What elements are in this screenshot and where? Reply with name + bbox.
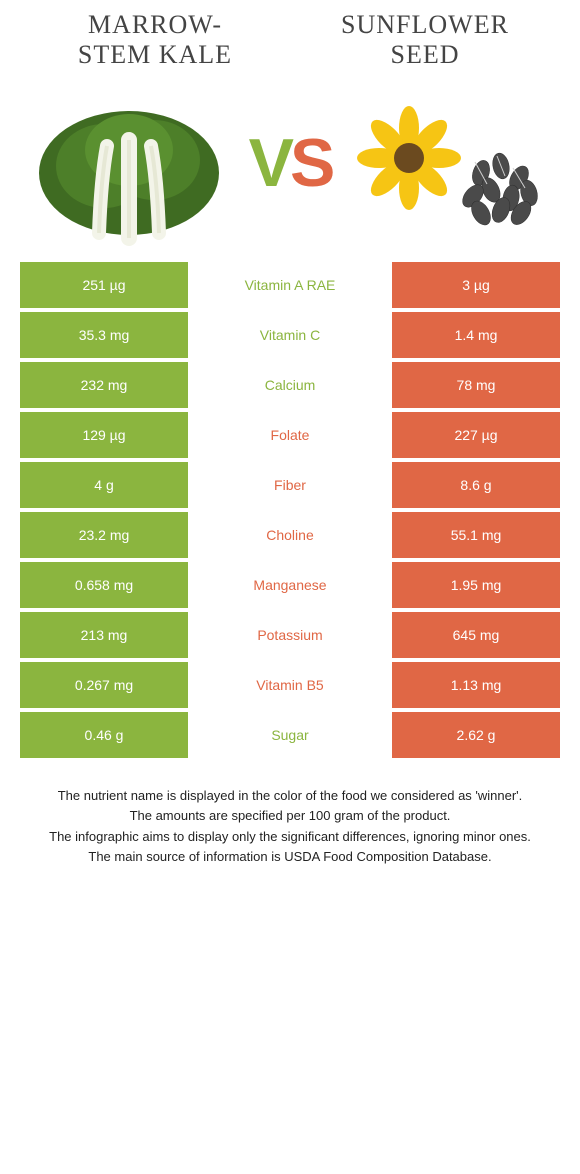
vs-s: S [290,125,331,201]
table-row: 213 mgPotassium645 mg [20,612,560,658]
value-right: 1.95 mg [392,562,560,608]
food-image-left [20,78,239,248]
title-left: MARROW-STEM KALE [20,10,290,70]
table-row: 0.658 mgManganese1.95 mg [20,562,560,608]
nutrient-name: Vitamin C [190,312,390,358]
value-right: 55.1 mg [392,512,560,558]
header: MARROW-STEM KALE SUNFLOWERSEED [20,10,560,70]
footer-line: The amounts are specified per 100 gram o… [30,806,550,826]
table-row: 251 µgVitamin A RAE3 µg [20,262,560,308]
footer-line: The infographic aims to display only the… [30,827,550,847]
value-right: 3 µg [392,262,560,308]
value-right: 645 mg [392,612,560,658]
table-row: 129 µgFolate227 µg [20,412,560,458]
table-row: 232 mgCalcium78 mg [20,362,560,408]
nutrient-name: Manganese [190,562,390,608]
nutrient-name: Potassium [190,612,390,658]
table-row: 0.46 gSugar2.62 g [20,712,560,758]
table-row: 35.3 mgVitamin C1.4 mg [20,312,560,358]
value-left: 129 µg [20,412,188,458]
nutrient-name: Vitamin B5 [190,662,390,708]
table-row: 0.267 mgVitamin B51.13 mg [20,662,560,708]
value-left: 251 µg [20,262,188,308]
nutrient-name: Choline [190,512,390,558]
value-left: 0.267 mg [20,662,188,708]
footer-line: The nutrient name is displayed in the co… [30,786,550,806]
vs-label: VS [245,129,336,197]
value-right: 227 µg [392,412,560,458]
value-left: 0.658 mg [20,562,188,608]
table-row: 23.2 mgCholine55.1 mg [20,512,560,558]
nutrient-name: Calcium [190,362,390,408]
nutrient-name: Fiber [190,462,390,508]
value-left: 232 mg [20,362,188,408]
table-row: 4 gFiber8.6 g [20,462,560,508]
food-image-right [341,78,560,248]
value-left: 35.3 mg [20,312,188,358]
value-left: 0.46 g [20,712,188,758]
value-right: 2.62 g [392,712,560,758]
hero-row: VS [20,78,560,248]
vs-v: V [249,125,290,201]
footer-text: The nutrient name is displayed in the co… [20,786,560,867]
nutrient-name: Vitamin A RAE [190,262,390,308]
nutrient-name: Sugar [190,712,390,758]
value-right: 8.6 g [392,462,560,508]
value-left: 213 mg [20,612,188,658]
value-right: 1.13 mg [392,662,560,708]
value-left: 4 g [20,462,188,508]
footer-line: The main source of information is USDA F… [30,847,550,867]
value-right: 78 mg [392,362,560,408]
title-right: SUNFLOWERSEED [290,10,560,70]
nutrient-name: Folate [190,412,390,458]
value-left: 23.2 mg [20,512,188,558]
comparison-table: 251 µgVitamin A RAE3 µg35.3 mgVitamin C1… [20,262,560,758]
value-right: 1.4 mg [392,312,560,358]
